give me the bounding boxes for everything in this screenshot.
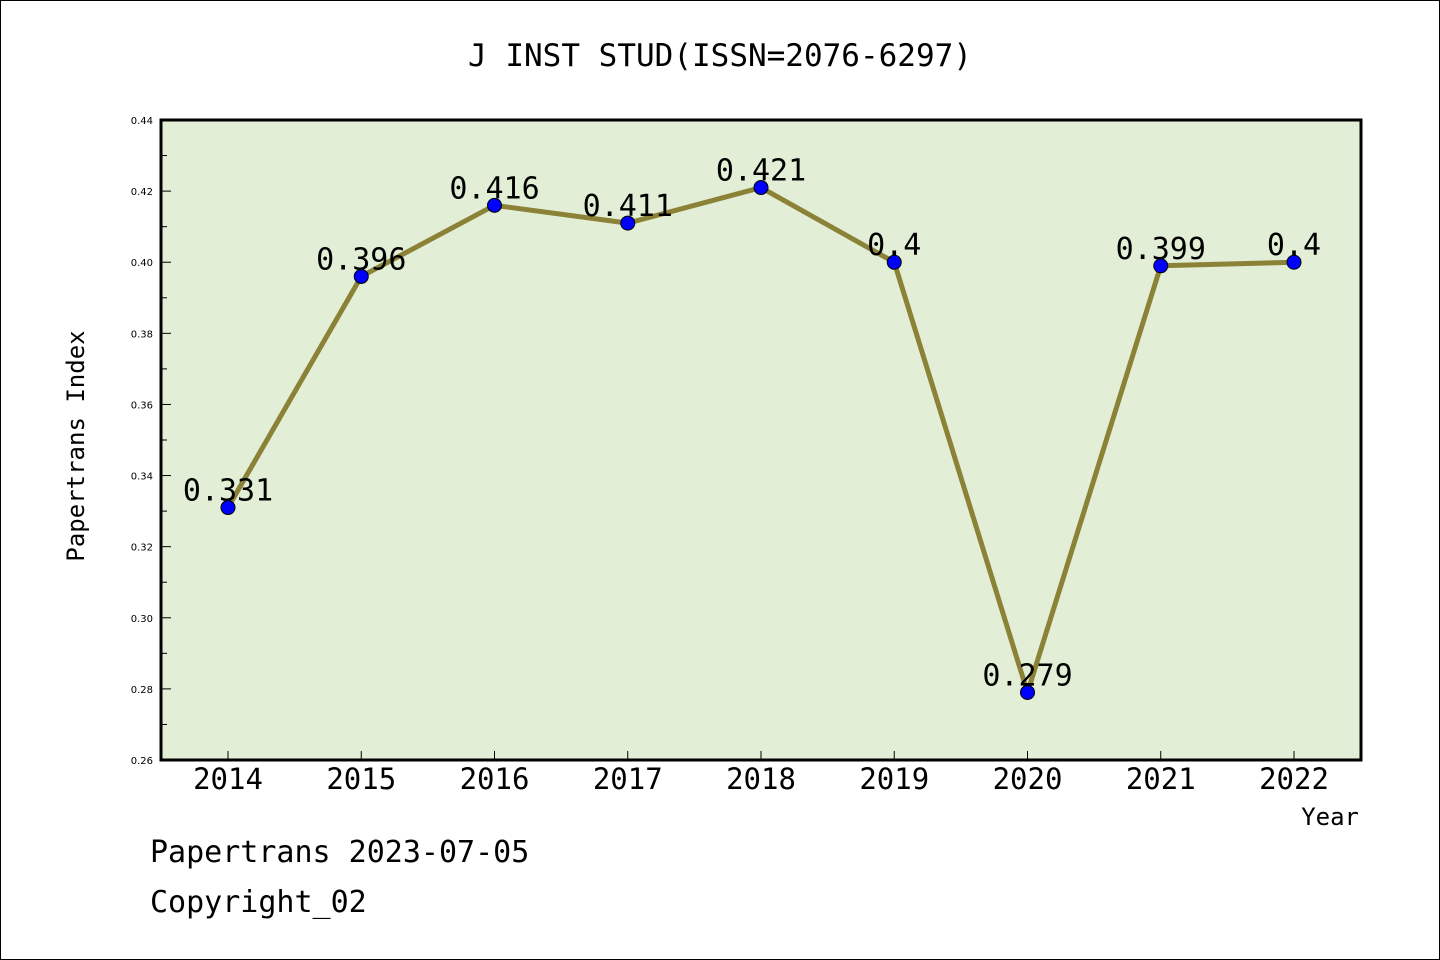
y-tick-label: 0.32 — [131, 543, 153, 554]
data-point — [1286, 254, 1302, 270]
x-tick-label: 2021 — [1126, 762, 1196, 796]
x-tick-label: 2015 — [326, 762, 396, 796]
x-tick-label: 2014 — [193, 762, 263, 796]
data-label: 0.4 — [867, 228, 921, 263]
x-tick-label: 2022 — [1259, 762, 1329, 796]
x-axis-label: Year — [1301, 803, 1359, 831]
data-point — [353, 268, 369, 284]
y-tick-label: 0.26 — [131, 756, 153, 767]
data-label: 0.411 — [583, 189, 673, 224]
x-axis: 2014 2015 2016 2017 2018 2019 2020 2021 2022 — [193, 751, 1329, 796]
data-label: 0.331 — [183, 474, 273, 509]
x-tick-label: 2018 — [726, 762, 796, 796]
y-tick-label: 0.36 — [131, 400, 153, 411]
plot-area — [159, 118, 1363, 762]
data-point — [487, 197, 502, 213]
y-tick-label: 0.30 — [131, 614, 153, 625]
y-tick-label: 0.34 — [131, 472, 153, 483]
y-tick-label: 0.40 — [131, 258, 153, 269]
data-labels: 0.331 0.396 0.416 0.411 0.421 0.4 0.279 0.399 0.… — [183, 154, 1321, 694]
x-tick-label: 2017 — [593, 762, 663, 796]
footer-date: Papertrans 2023-07-05 — [150, 835, 530, 870]
y-axis: 0.26 0.28 0.30 0.32 0.34 0.36 0.38 0.40 0.42 0.44 — [131, 116, 171, 767]
data-point — [1020, 684, 1035, 700]
y-tick-label: 0.38 — [131, 329, 153, 340]
chart-title: J INST STUD(ISSN=2076-6297) — [468, 38, 972, 74]
y-tick-label: 0.28 — [131, 685, 153, 696]
data-label: 0.416 — [449, 171, 539, 206]
data-label: 0.399 — [1116, 232, 1206, 267]
y-tick-label: 0.42 — [131, 187, 153, 198]
data-label: 0.396 — [316, 242, 406, 277]
footer-copyright: Copyright_02 — [150, 885, 367, 920]
data-points — [220, 180, 1302, 700]
data-point — [886, 254, 902, 270]
data-point — [753, 180, 769, 196]
data-point — [620, 215, 636, 231]
y-tick-label: 0.44 — [131, 116, 153, 127]
data-label: 0.421 — [716, 154, 806, 189]
x-tick-label: 2020 — [993, 762, 1063, 796]
y-axis-label: Papertrans Index — [62, 330, 90, 561]
data-label: 0.4 — [1267, 228, 1321, 263]
data-point — [220, 500, 236, 516]
data-point — [1153, 258, 1169, 274]
x-tick-label: 2019 — [859, 762, 929, 796]
data-label: 0.279 — [982, 658, 1072, 693]
x-tick-label: 2016 — [460, 762, 530, 796]
